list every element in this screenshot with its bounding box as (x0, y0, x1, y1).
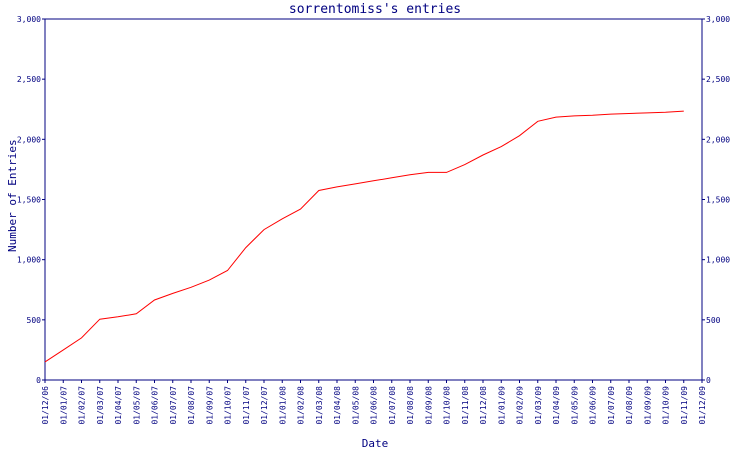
series-line (44, 110, 684, 363)
y-tick-label-right: 2,500 (706, 75, 730, 84)
x-tick-label: 01/06/08 (370, 386, 379, 425)
x-tick-label: 01/02/07 (78, 386, 87, 425)
x-tick-label: 01/08/09 (625, 386, 634, 425)
x-tick-label: 01/10/07 (224, 386, 233, 425)
y-tick-label-right: 1,500 (706, 196, 730, 205)
y-tick-label-right: 1,000 (706, 256, 730, 265)
x-tick-label: 01/10/09 (662, 386, 671, 425)
y-tick-label-right: 500 (706, 316, 721, 325)
x-tick-label: 01/04/09 (552, 386, 561, 425)
y-tick-label-left: 0 (36, 376, 41, 385)
x-tick-label: 01/12/07 (260, 386, 269, 425)
plot-frame (44, 18, 703, 381)
x-tick-label: 01/05/09 (570, 386, 579, 425)
y-tick-label-right: 2,000 (706, 135, 730, 144)
x-axis-label: Date (361, 437, 389, 450)
x-tick-label: 01/03/09 (534, 386, 543, 425)
x-tick-label: 01/11/07 (242, 386, 251, 425)
y-tick-label-left: 2,000 (17, 135, 41, 144)
x-tick-label: 01/01/09 (497, 386, 506, 425)
x-tick-label: 01/09/08 (424, 386, 433, 425)
x-tick-label: 01/07/09 (607, 386, 616, 425)
x-tick-label: 01/01/07 (59, 386, 68, 425)
x-tick-label: 01/10/08 (443, 386, 452, 425)
x-tick-label: 01/12/08 (479, 386, 488, 425)
y-tick-label-left: 3,000 (17, 15, 41, 24)
x-tick-label: 01/09/07 (205, 386, 214, 425)
x-tick-label: 01/08/07 (187, 386, 196, 425)
y-tick-label-left: 1,000 (17, 256, 41, 265)
x-tick-label: 01/06/07 (151, 386, 160, 425)
x-tick-label: 01/08/08 (406, 386, 415, 425)
x-tick-label: 01/02/08 (297, 386, 306, 425)
x-tick-label: 01/04/07 (114, 386, 123, 425)
x-tick-label: 01/11/09 (680, 386, 689, 425)
x-tick-label: 01/05/07 (132, 386, 141, 425)
x-tick-label: 01/01/08 (278, 386, 287, 425)
x-tick-label: 01/03/07 (96, 386, 105, 425)
x-tick-label: 01/07/08 (388, 386, 397, 425)
y-tick-label-right: 0 (706, 376, 711, 385)
y-tick-label-left: 1,500 (17, 196, 41, 205)
x-tick-label: 01/03/08 (315, 386, 324, 425)
x-tick-label: 01/07/07 (169, 386, 178, 425)
x-tick-label: 01/11/08 (461, 386, 470, 425)
x-tick-label: 01/04/08 (333, 386, 342, 425)
y-tick-label-left: 500 (27, 316, 42, 325)
x-tick-label: 01/12/09 (698, 386, 707, 425)
y-tick-label-right: 3,000 (706, 15, 730, 24)
x-tick-label: 01/05/08 (351, 386, 360, 425)
y-tick-label-left: 2,500 (17, 75, 41, 84)
chart-title: sorrentomiss's entries (288, 2, 462, 17)
x-tick-label: 01/06/09 (589, 386, 598, 425)
x-tick-label: 01/02/09 (516, 386, 525, 425)
x-tick-label: 01/09/09 (643, 386, 652, 425)
x-tick-label: 01/12/06 (41, 386, 50, 425)
